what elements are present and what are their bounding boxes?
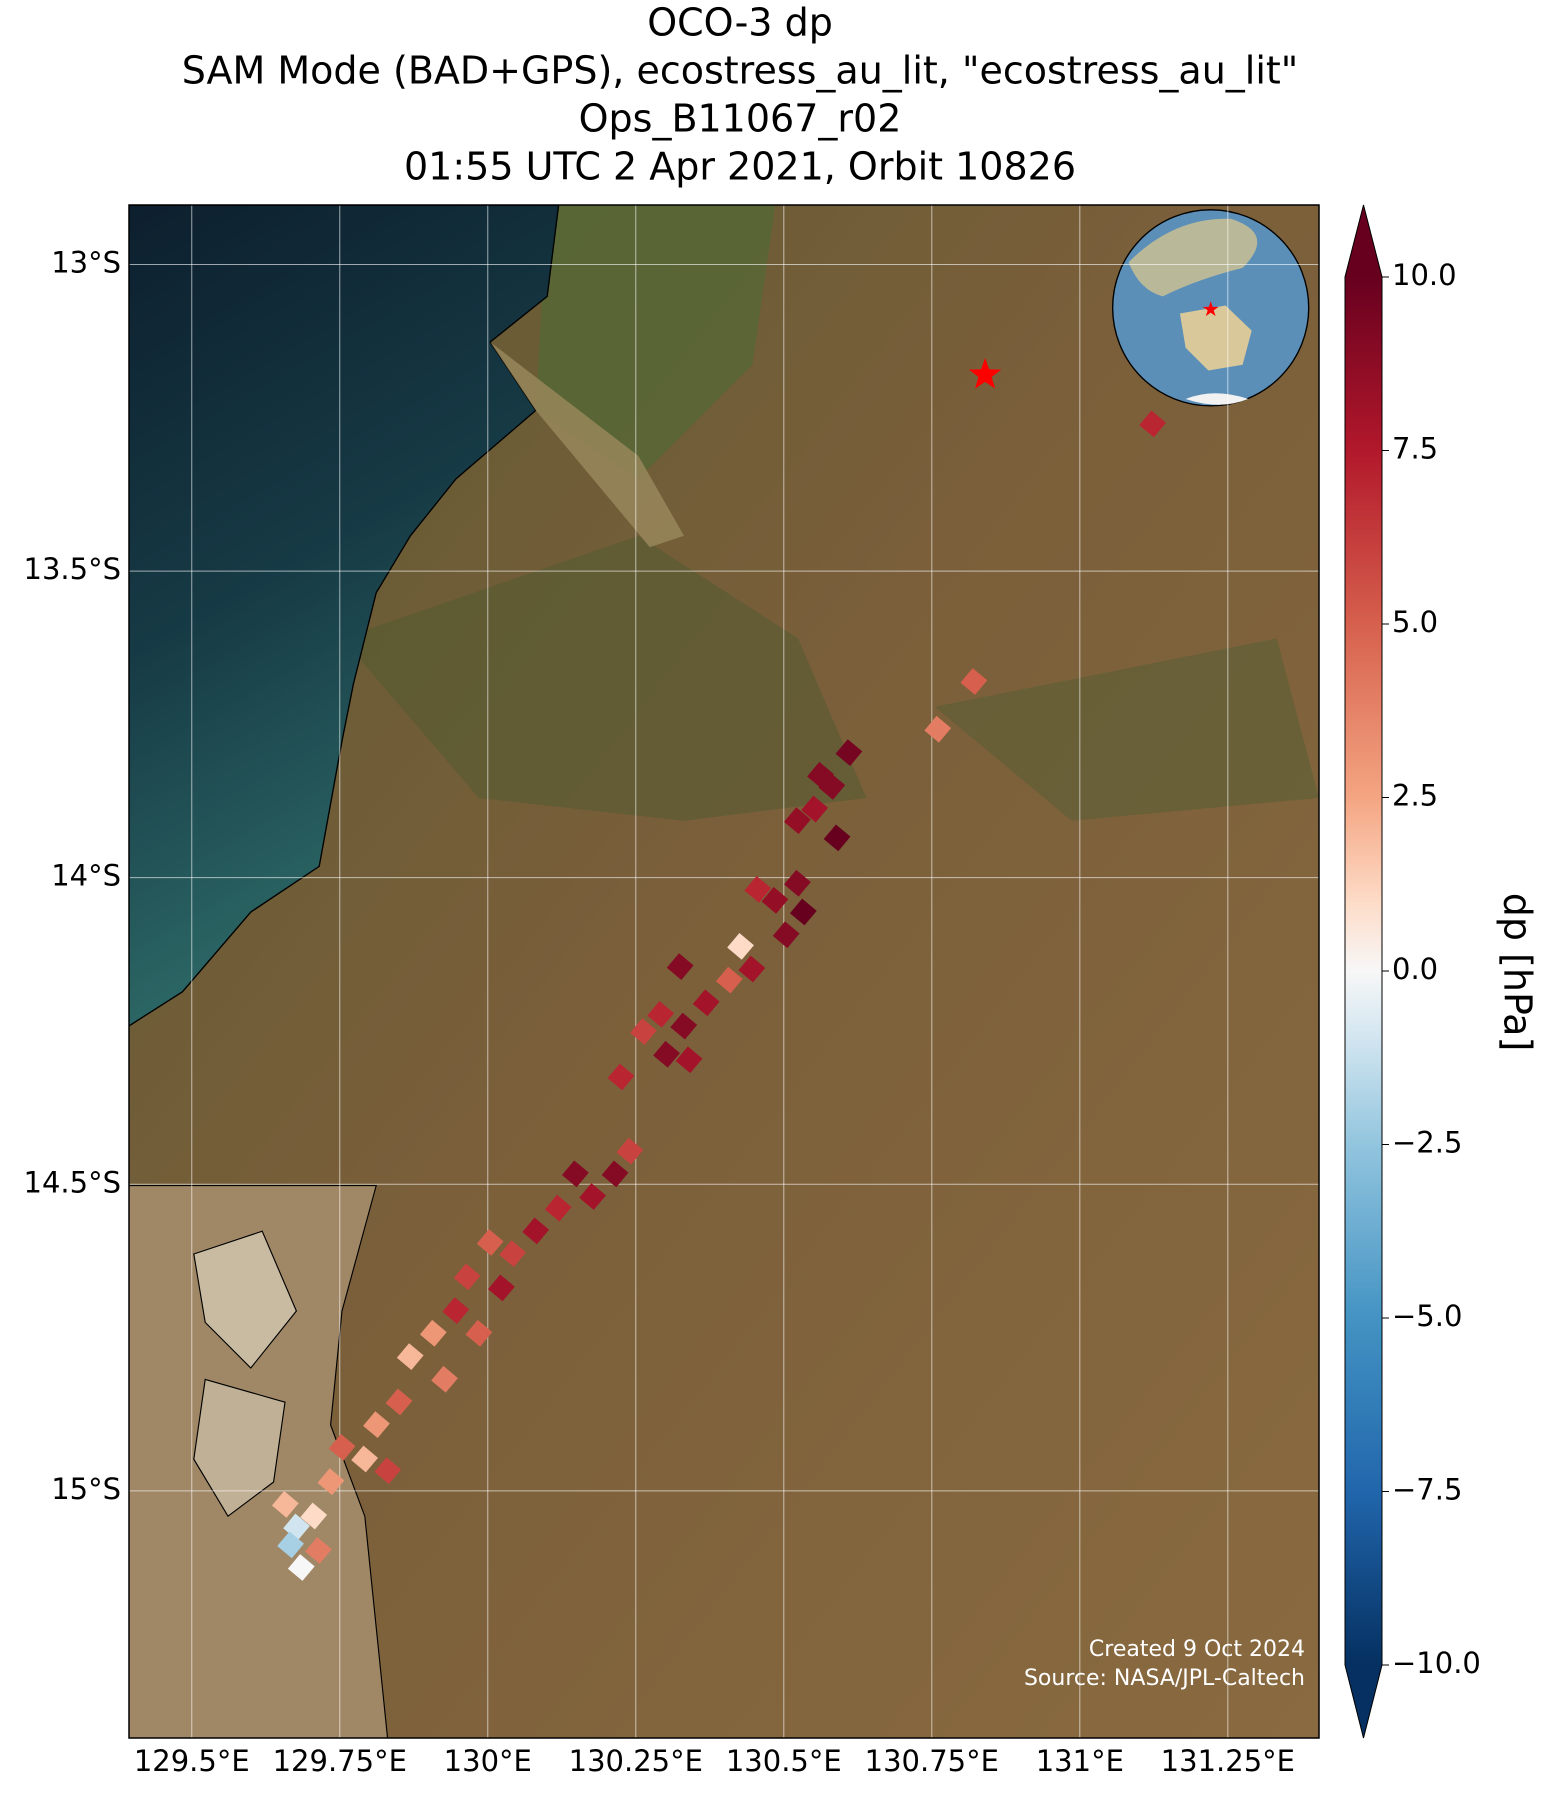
inset-star: ★: [1201, 297, 1219, 321]
footprint: [300, 1502, 328, 1530]
colorbar-extend-max: [1345, 205, 1382, 277]
colorbar-tick-label: 0.0: [1392, 952, 1438, 986]
credit: Source: NASA/JPL-Caltech: [1024, 1666, 1305, 1691]
x-tick-label: 130.75°E: [865, 1744, 999, 1778]
chart-title: OCO-3 dp: [647, 1, 833, 45]
footprint: [351, 1445, 379, 1473]
chart-title: SAM Mode (BAD+GPS), ecostress_au_lit, "e…: [182, 49, 1299, 93]
vegetation: [535, 205, 776, 479]
x-tick-label: 129.75°E: [273, 1744, 407, 1778]
footprint: [317, 1468, 345, 1496]
colorbar-tick-label: −7.5: [1392, 1473, 1462, 1507]
x-tick-label: 130°E: [444, 1744, 532, 1778]
footprint: [772, 921, 800, 949]
footprint: [692, 989, 720, 1017]
footprint: [727, 932, 754, 960]
chart-title: Ops_B11067_r02: [579, 97, 902, 141]
ocean: [129, 205, 560, 1027]
colorbar-tick-label: −5.0: [1392, 1299, 1462, 1333]
footprint: [271, 1490, 299, 1518]
footprint: [277, 1531, 305, 1559]
footprint: [675, 1046, 703, 1074]
footprint: [807, 761, 834, 789]
footprint: [544, 1194, 572, 1222]
colorbar-label: dp [hPa]: [1496, 893, 1540, 1052]
footprint: [374, 1457, 402, 1485]
footprint: [670, 1012, 698, 1040]
colorbar: [1345, 277, 1382, 1665]
island: [193, 1230, 298, 1369]
vegetation: [934, 638, 1319, 821]
map-frame: [128, 204, 1320, 1739]
footprint: [465, 1319, 493, 1347]
footprint: [784, 807, 811, 835]
x-tick-label: 131.25°E: [1161, 1744, 1295, 1778]
footprint: [960, 668, 988, 695]
footprint: [363, 1411, 390, 1439]
site-marker: [968, 357, 1002, 389]
footprint: [305, 1536, 332, 1564]
footprint: [738, 955, 766, 983]
colorbar-tick-label: −10.0: [1392, 1646, 1481, 1680]
footprint: [715, 966, 743, 994]
x-tick-label: 129.5°E: [134, 1744, 250, 1778]
footprint: [801, 795, 828, 823]
y-tick-label: 15°S: [51, 1472, 121, 1506]
footprint: [784, 869, 811, 897]
inset-land: [1185, 393, 1249, 405]
footprint: [666, 953, 694, 980]
footprint: [419, 1319, 447, 1347]
colorbar-tick-label: −2.5: [1392, 1126, 1462, 1160]
footprint: [328, 1433, 356, 1461]
y-tick-label: 14.5°S: [24, 1165, 121, 1199]
footprint: [522, 1217, 550, 1245]
footprint: [562, 1160, 589, 1188]
colorbar-tick-label: 10.0: [1392, 258, 1457, 292]
footprint: [453, 1263, 481, 1291]
footprint: [789, 898, 817, 926]
colorbar-tick-label: 5.0: [1392, 605, 1438, 639]
footprint: [835, 739, 863, 766]
x-tick-label: 131°E: [1036, 1744, 1124, 1778]
footprint: [476, 1229, 504, 1256]
footprint: [601, 1160, 629, 1188]
colorbar-tick-label: 7.5: [1392, 432, 1438, 466]
credit: Created 9 Oct 2024: [1089, 1637, 1305, 1662]
footprint: [396, 1343, 424, 1370]
footprint: [653, 1040, 680, 1068]
footprint: [1139, 410, 1167, 438]
footprint: [647, 1001, 675, 1028]
island: [193, 1378, 286, 1518]
footprint: [488, 1274, 515, 1302]
x-tick-label: 130.25°E: [569, 1744, 703, 1778]
footprint: [630, 1018, 657, 1045]
footprint: [499, 1240, 527, 1267]
footprint: [442, 1297, 470, 1324]
footprint: [579, 1183, 606, 1210]
y-tick-label: 13°S: [51, 245, 121, 279]
footprint: [823, 824, 851, 852]
footprint: [607, 1063, 635, 1091]
footprint: [431, 1365, 458, 1393]
y-tick-label: 13.5°S: [24, 552, 121, 586]
footprint: [924, 715, 952, 743]
vegetation: [342, 535, 867, 821]
footprint: [744, 875, 772, 903]
footprint: [287, 1554, 315, 1581]
footprint: [385, 1388, 413, 1416]
basemap: ★: [129, 205, 1319, 1738]
y-tick-label: 14°S: [51, 859, 121, 893]
footprint: [616, 1137, 644, 1165]
footprint: [761, 886, 789, 914]
colorbar-extend-min: [1345, 1665, 1382, 1738]
chart-title: 01:55 UTC 2 Apr 2021, Orbit 10826: [404, 145, 1076, 189]
inset-land: [1179, 305, 1252, 371]
x-tick-label: 130.5°E: [726, 1744, 842, 1778]
colorbar-tick-label: 2.5: [1392, 779, 1438, 813]
inset-land: [1128, 218, 1258, 297]
